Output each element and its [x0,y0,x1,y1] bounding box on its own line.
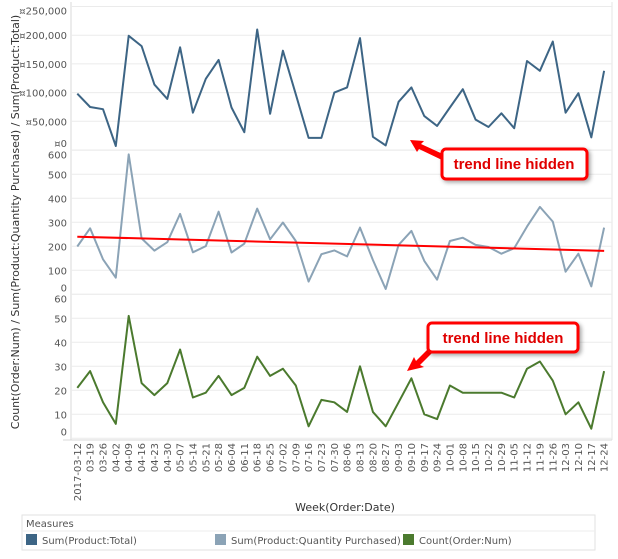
x-tick-label: 12-10 [574,443,585,472]
legend-swatch [403,534,414,545]
series-line-1 [77,30,604,147]
x-tick-label: 07-02 [278,443,289,472]
x-tick-label: 04-02 [111,443,122,472]
x-tick-label: 07-30 [330,443,341,472]
x-tick-label: 10-22 [484,443,495,472]
x-tick-label: 11-19 [535,443,546,472]
y-tick-label: 600 [48,150,67,161]
legend-item-label: Sum(Product:Quantity Purchased) [231,536,401,547]
x-tick-label: 04-23 [150,443,161,472]
y-tick-label: 60 [54,294,67,305]
y-tick-label: 20 [54,386,67,397]
x-tick-label: 09-17 [420,443,431,472]
y-tick-label: 0 [61,427,67,438]
legend-title: Measures [26,519,74,530]
x-axis-title: Week(Order:Date) [295,501,395,514]
x-tick-label: 2017-03-12 [73,443,84,501]
x-tick-label: 08-06 [343,443,354,472]
y-tick-label: ¤150,000 [19,60,67,71]
x-tick-label: 08-20 [368,443,379,472]
x-tick-label: 11-12 [523,443,534,472]
x-tick-label: 05-28 [214,443,225,472]
y-tick-label: 0 [61,283,67,294]
x-tick-label: 09-03 [394,443,405,472]
y-axis-title: Count(Order:Num) / Sum(Product:Quantity … [9,15,22,429]
y-tick-labels: ¤0 ¤50,000 ¤100,000 ¤150,000 ¤200,000 ¤250,00… [19,7,67,439]
x-tick-label: 04-30 [163,443,174,472]
annotation-2: trend line hidden [407,323,578,371]
x-tick-label: 05-14 [188,443,199,472]
x-tick-label: 10-15 [471,443,482,472]
x-tick-label: 09-24 [433,443,444,472]
x-tick-label: 04-16 [137,443,148,472]
annotation-text: trend line hidden [443,330,564,347]
y-tick-label: 30 [54,362,67,373]
y-tick-label: ¤100,000 [19,89,67,100]
y-tick-label: 10 [54,410,67,421]
x-tick-label: 12-24 [600,443,611,472]
x-tick-label: 11-26 [548,443,559,472]
chart-marks [77,29,604,428]
x-tick-label: 05-07 [176,443,187,472]
x-tick-label: 06-11 [240,443,251,472]
x-tick-label: 04-09 [124,443,135,472]
x-tick-label: 10-01 [445,443,456,472]
legend: Measures Sum(Product:Total) Sum(Product:Q… [22,515,595,550]
y-tick-label: 50 [54,314,67,325]
legend-swatch [215,534,226,545]
x-tick-label: 11-05 [510,443,521,472]
x-tick-label: 03-19 [86,443,97,472]
y-tick-label: 40 [54,338,67,349]
x-tick-label: 07-16 [304,443,315,472]
y-tick-label: 200 [48,242,67,253]
x-tick-label: 06-25 [266,443,277,472]
x-tick-label: 06-18 [253,443,264,472]
y-tick-label: 300 [48,218,67,229]
annotation-text: trend line hidden [454,156,575,173]
y-tick-label: 500 [48,170,67,181]
x-tick-label: 06-04 [227,443,238,472]
x-tick-label: 07-09 [291,443,302,472]
y-tick-label: 400 [48,194,67,205]
y-tick-label: ¤50,000 [26,117,67,128]
x-tick-label: 07-23 [317,443,328,472]
y-tick-label: ¤250,000 [19,7,67,18]
legend-swatch [26,534,37,545]
arrow-icon [407,349,432,371]
x-tick-label: 12-17 [587,443,598,472]
y-tick-label: ¤0 [54,139,67,150]
annotation-1: trend line hidden [410,140,587,179]
legend-item-label: Sum(Product:Total) [42,536,137,547]
x-tick-label: 08-13 [356,443,367,472]
legend-item-label: Count(Order:Num) [419,536,512,547]
y-tick-label: ¤200,000 [19,31,67,42]
y-tick-label: 100 [48,266,67,277]
x-tick-label: 10-29 [497,443,508,472]
x-tick-label: 08-27 [381,443,392,472]
x-tick-label: 10-08 [458,443,469,472]
x-tick-label: 05-21 [201,443,212,472]
x-tick-label: 03-26 [99,443,110,472]
x-tick-label: 12-03 [561,443,572,472]
x-tick-label: 09-10 [407,443,418,472]
